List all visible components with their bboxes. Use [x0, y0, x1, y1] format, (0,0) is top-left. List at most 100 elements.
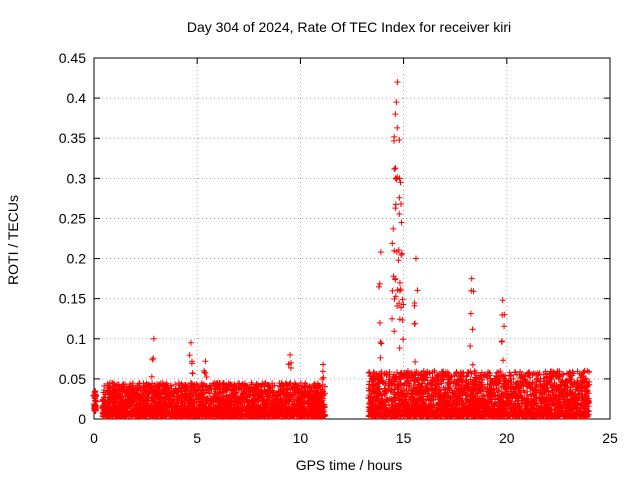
roti-point [101, 399, 108, 406]
roti-point [166, 411, 173, 418]
roti-point [526, 368, 533, 375]
roti-point [153, 393, 160, 400]
roti-point [164, 402, 171, 409]
roti-point [463, 381, 470, 388]
roti-point [265, 381, 272, 388]
roti-point [293, 387, 300, 394]
roti-point [282, 396, 289, 403]
roti-point [290, 383, 297, 390]
roti-point [569, 397, 576, 404]
roti-point [222, 410, 229, 417]
roti-point [241, 396, 248, 403]
roti-point [221, 411, 228, 418]
roti-point [220, 381, 227, 388]
roti-point [275, 387, 282, 394]
roti-point [573, 383, 580, 390]
roti-point [113, 381, 120, 388]
roti-point [521, 397, 528, 404]
roti-point [187, 396, 194, 403]
roti-point [316, 382, 323, 389]
roti-point [185, 413, 192, 420]
x-tick-label: 25 [602, 430, 618, 446]
roti-point [561, 396, 568, 403]
roti-point [168, 385, 175, 392]
roti-point [279, 381, 286, 388]
roti-point [285, 397, 292, 404]
roti-point [215, 410, 222, 417]
roti-point [573, 395, 580, 402]
roti-point [206, 413, 213, 420]
roti-point [318, 412, 325, 419]
roti-point [267, 392, 274, 399]
roti-point [164, 392, 171, 399]
roti-point [181, 396, 188, 403]
roti-point [114, 393, 121, 400]
roti-point [298, 385, 305, 392]
roti-point [411, 369, 418, 376]
roti-point [124, 401, 131, 408]
roti-point [160, 382, 167, 389]
roti-point [161, 395, 168, 402]
roti-point [290, 410, 297, 417]
roti-point [322, 383, 329, 390]
roti-point [200, 410, 207, 417]
roti-point [206, 404, 213, 411]
roti-point [258, 413, 265, 420]
roti-point [187, 385, 194, 392]
roti-point [200, 384, 207, 391]
roti-point [215, 407, 222, 414]
roti-point [312, 411, 319, 418]
y-tick-label: 0 [78, 411, 86, 427]
roti-point [308, 400, 315, 407]
roti-point [302, 380, 309, 387]
roti-point [146, 410, 153, 417]
roti-point [415, 381, 422, 388]
roti-point [186, 390, 193, 397]
roti-point [517, 368, 524, 375]
roti-point [137, 410, 144, 417]
roti-point [154, 401, 161, 408]
roti-point [382, 405, 389, 412]
roti-point [305, 401, 312, 408]
chart-title: Day 304 of 2024, Rate Of TEC Index for r… [187, 19, 511, 35]
grid-lines [94, 58, 610, 419]
roti-point [225, 380, 232, 387]
roti-point [214, 402, 221, 409]
roti-point [113, 405, 120, 412]
roti-point [168, 393, 175, 400]
x-tick-label: 0 [90, 430, 98, 446]
roti-point [101, 409, 108, 416]
roti-point [378, 368, 385, 375]
roti-point [129, 382, 136, 389]
roti-point [160, 401, 167, 408]
roti-point [264, 401, 271, 408]
roti-point [107, 404, 114, 411]
roti-point [540, 371, 547, 378]
roti-point [144, 390, 151, 397]
roti-point [185, 403, 192, 410]
roti-point [316, 391, 323, 398]
roti-point [111, 391, 118, 398]
roti-point [117, 394, 124, 401]
roti-point [154, 411, 161, 418]
roti-point [574, 368, 581, 375]
roti-point [311, 380, 318, 387]
roti-point [280, 391, 287, 398]
roti-point [134, 395, 141, 402]
roti-point [498, 384, 505, 391]
roti-point [245, 403, 252, 410]
roti-point [522, 402, 529, 409]
roti-point [178, 388, 185, 395]
roti-point [366, 369, 373, 376]
roti-point [253, 409, 260, 416]
roti-point [140, 399, 147, 406]
roti-point [167, 411, 174, 418]
roti-point [126, 398, 133, 405]
roti-point [226, 412, 233, 419]
roti-point [210, 393, 217, 400]
x-tick-label: 15 [396, 430, 412, 446]
roti-point [259, 394, 266, 401]
roti-point [309, 405, 316, 412]
roti-point [209, 412, 216, 419]
roti-point [228, 395, 235, 402]
